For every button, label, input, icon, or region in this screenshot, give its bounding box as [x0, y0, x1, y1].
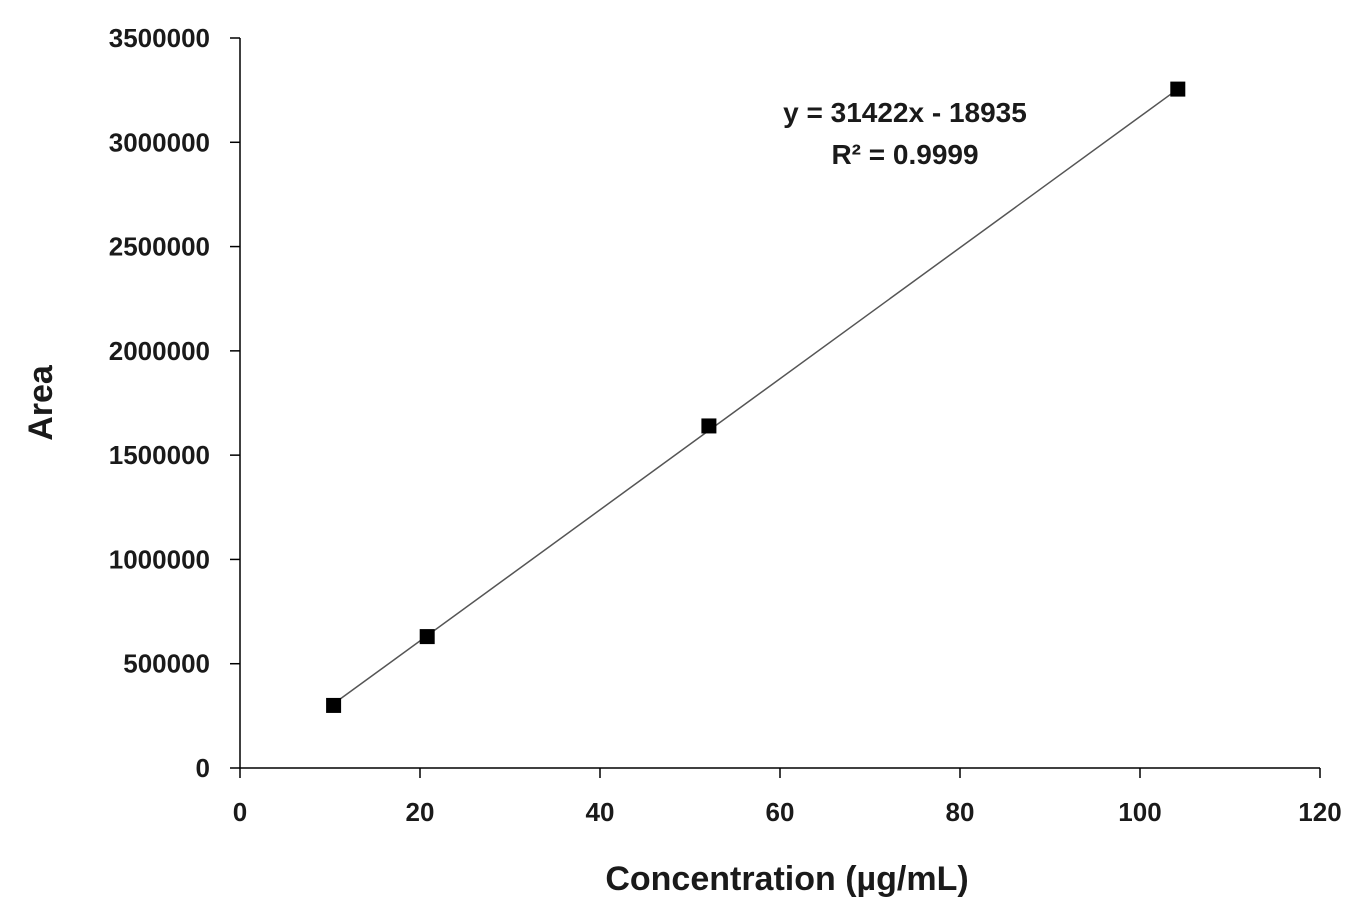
y-tick-label: 0 [196, 753, 210, 783]
x-tick-label: 40 [586, 797, 615, 827]
y-tick-label: 3500000 [109, 23, 210, 53]
y-tick-label: 500000 [123, 649, 210, 679]
data-point [326, 697, 342, 713]
data-point [701, 418, 717, 434]
x-tick-label: 60 [766, 797, 795, 827]
y-axis-title: Area [22, 364, 60, 441]
x-tick-label: 0 [233, 797, 247, 827]
x-tick-label: 80 [946, 797, 975, 827]
x-tick-label: 20 [406, 797, 435, 827]
y-tick-label: 2500000 [109, 232, 210, 262]
data-point [1170, 81, 1186, 97]
y-tick-label: 3000000 [109, 127, 210, 157]
y-tick-label: 1500000 [109, 440, 210, 470]
x-ticks: 0 20 40 60 80 100 120 [233, 768, 1342, 827]
trendline-equation: y = 31422x - 18935 [783, 97, 1027, 128]
trendline [333, 88, 1179, 705]
y-ticks: 0 500000 1000000 1500000 2000000 2500000 30000… [109, 23, 240, 783]
x-tick-label: 100 [1118, 797, 1161, 827]
axes [239, 38, 1320, 769]
trendline-r2: R² = 0.9999 [831, 139, 978, 170]
y-tick-label: 2000000 [109, 336, 210, 366]
data-point [419, 629, 435, 645]
y-tick-label: 1000000 [109, 544, 210, 574]
data-points [326, 81, 1186, 713]
x-axis-title: Concentration (µg/mL) [605, 860, 968, 898]
x-tick-label: 120 [1298, 797, 1341, 827]
